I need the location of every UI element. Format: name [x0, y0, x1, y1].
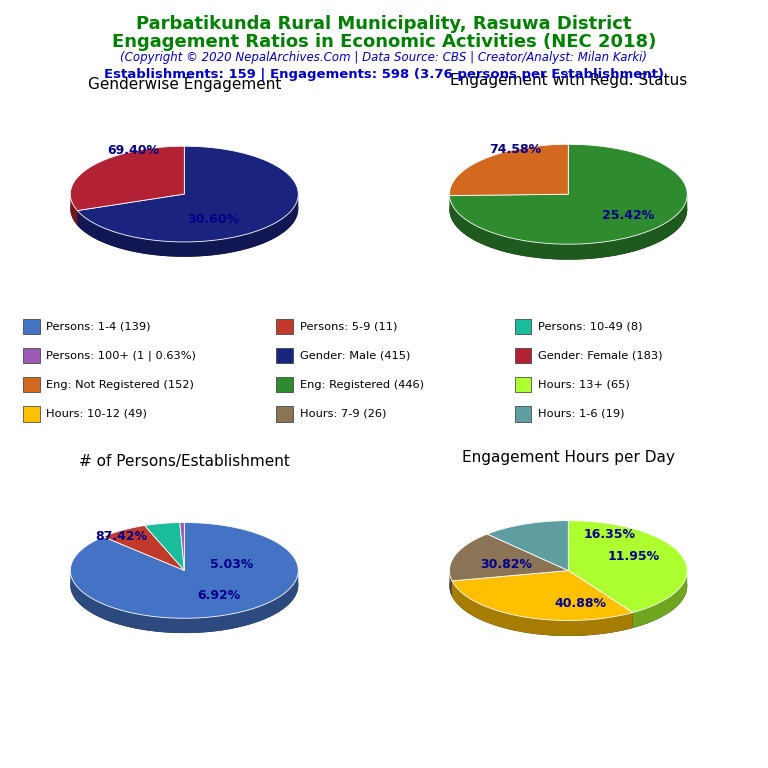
Polygon shape	[71, 538, 298, 633]
Polygon shape	[71, 146, 184, 210]
Polygon shape	[487, 521, 568, 571]
Text: Gender: Male (415): Gender: Male (415)	[300, 350, 410, 361]
Polygon shape	[449, 570, 452, 596]
Text: 30.82%: 30.82%	[481, 558, 532, 571]
Polygon shape	[78, 194, 298, 257]
Polygon shape	[449, 144, 687, 244]
Polygon shape	[449, 144, 568, 196]
Text: Hours: 10-12 (49): Hours: 10-12 (49)	[46, 409, 147, 419]
Title: # of Persons/Establishment: # of Persons/Establishment	[79, 454, 290, 468]
Polygon shape	[180, 522, 184, 571]
Text: 30.60%: 30.60%	[187, 213, 239, 226]
Text: 69.40%: 69.40%	[107, 144, 159, 157]
Text: Persons: 5-9 (11): Persons: 5-9 (11)	[300, 321, 397, 332]
Text: Persons: 1-4 (139): Persons: 1-4 (139)	[46, 321, 151, 332]
Title: Engagement Hours per Day: Engagement Hours per Day	[462, 449, 675, 465]
Text: Parbatikunda Rural Municipality, Rasuwa District: Parbatikunda Rural Municipality, Rasuwa …	[136, 15, 632, 33]
Text: Gender: Female (183): Gender: Female (183)	[538, 350, 662, 361]
Polygon shape	[71, 571, 298, 633]
Text: 25.42%: 25.42%	[601, 209, 654, 222]
Text: Hours: 7-9 (26): Hours: 7-9 (26)	[300, 409, 386, 419]
Polygon shape	[633, 570, 687, 628]
Polygon shape	[449, 194, 687, 260]
Polygon shape	[568, 521, 687, 613]
Polygon shape	[71, 161, 298, 257]
Text: Engagement Ratios in Economic Activities (NEC 2018): Engagement Ratios in Economic Activities…	[112, 33, 656, 51]
Text: 40.88%: 40.88%	[554, 598, 606, 611]
Text: 6.92%: 6.92%	[197, 589, 240, 602]
Title: Engagement with Regd. Status: Engagement with Regd. Status	[450, 73, 687, 88]
Polygon shape	[78, 146, 298, 242]
Text: Hours: 13+ (65): Hours: 13+ (65)	[538, 379, 629, 390]
Polygon shape	[71, 522, 298, 618]
Polygon shape	[452, 581, 633, 636]
Polygon shape	[144, 522, 184, 571]
Text: Eng: Not Registered (152): Eng: Not Registered (152)	[46, 379, 194, 390]
Polygon shape	[71, 193, 78, 225]
Text: Persons: 10-49 (8): Persons: 10-49 (8)	[538, 321, 642, 332]
Text: 87.42%: 87.42%	[95, 530, 147, 543]
Text: 11.95%: 11.95%	[607, 550, 660, 563]
Polygon shape	[449, 534, 568, 581]
Polygon shape	[449, 160, 687, 260]
Text: Establishments: 159 | Engagements: 598 (3.76 persons per Establishment): Establishments: 159 | Engagements: 598 (…	[104, 68, 664, 81]
Polygon shape	[452, 571, 633, 621]
Title: Genderwise Engagement: Genderwise Engagement	[88, 78, 281, 92]
Text: Persons: 100+ (1 | 0.63%): Persons: 100+ (1 | 0.63%)	[46, 350, 196, 361]
Text: Hours: 1-6 (19): Hours: 1-6 (19)	[538, 409, 624, 419]
Text: 16.35%: 16.35%	[584, 528, 636, 541]
Text: (Copyright © 2020 NepalArchives.Com | Data Source: CBS | Creator/Analyst: Milan : (Copyright © 2020 NepalArchives.Com | Da…	[121, 51, 647, 65]
Text: Eng: Registered (446): Eng: Registered (446)	[300, 379, 423, 390]
Text: 74.58%: 74.58%	[488, 143, 541, 156]
Polygon shape	[104, 525, 184, 571]
Polygon shape	[449, 536, 687, 636]
Text: 5.03%: 5.03%	[210, 558, 254, 571]
